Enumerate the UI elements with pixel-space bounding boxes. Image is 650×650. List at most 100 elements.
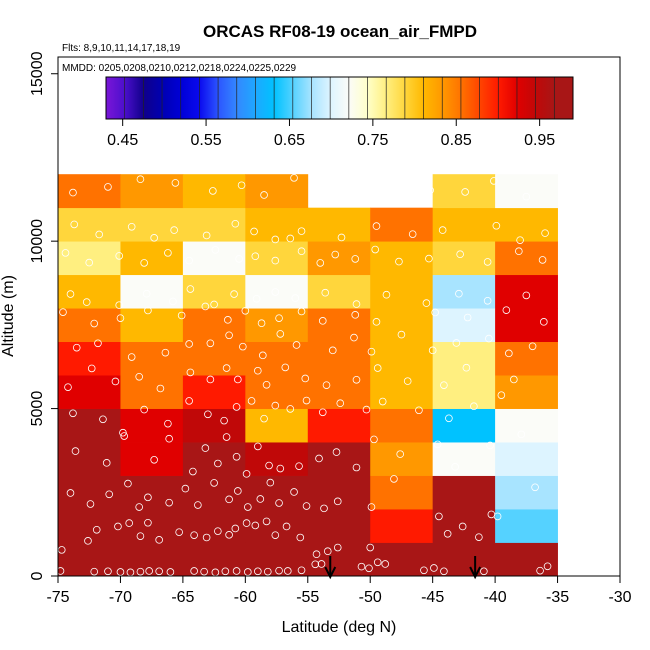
observation-point bbox=[251, 252, 260, 261]
observation-point bbox=[323, 547, 332, 556]
observation-point bbox=[438, 226, 447, 234]
colorbar-segment bbox=[180, 77, 200, 119]
heatmap-cell bbox=[495, 375, 558, 409]
heatmap-cell bbox=[495, 241, 558, 276]
observation-point bbox=[136, 532, 145, 540]
heatmap-cell bbox=[58, 207, 121, 242]
colorbar-segment bbox=[404, 77, 424, 119]
heatmap-cell bbox=[245, 509, 309, 543]
colorbar-segment bbox=[217, 77, 238, 119]
observation-point bbox=[220, 416, 228, 425]
observation-point bbox=[395, 257, 403, 266]
observation-point bbox=[271, 401, 280, 410]
y-tick-label: 10000 bbox=[29, 219, 46, 264]
heatmap-cell bbox=[120, 308, 184, 343]
observation-point bbox=[328, 346, 337, 355]
heatmap-cell bbox=[58, 475, 121, 510]
observation-point bbox=[541, 229, 549, 237]
observation-point bbox=[318, 317, 327, 325]
observation-point bbox=[214, 527, 222, 535]
plot-frame bbox=[57, 56, 621, 577]
observation-point bbox=[105, 490, 114, 499]
heatmap-cell bbox=[370, 442, 434, 476]
observation-point bbox=[150, 456, 158, 464]
observation-point bbox=[224, 316, 232, 324]
observation-point bbox=[458, 522, 467, 531]
x-tick-label: -70 bbox=[109, 589, 132, 606]
observation-point bbox=[291, 294, 300, 302]
observation-point bbox=[381, 560, 390, 568]
observation-point bbox=[275, 314, 283, 322]
observation-point bbox=[201, 444, 210, 452]
heatmap-cell bbox=[307, 308, 371, 343]
observation-point bbox=[515, 247, 523, 256]
observation-point bbox=[69, 188, 77, 197]
colorbar-segment bbox=[479, 77, 499, 119]
observation-point bbox=[250, 227, 258, 236]
observation-point bbox=[378, 397, 387, 406]
observation-point bbox=[185, 256, 193, 265]
colorbar-segment bbox=[553, 77, 574, 119]
observation-point bbox=[420, 566, 428, 575]
observation-point bbox=[95, 230, 104, 239]
observation-point bbox=[271, 235, 280, 244]
colorbar-segment bbox=[385, 77, 406, 119]
heatmap-cell bbox=[370, 308, 434, 343]
observation-point bbox=[200, 567, 208, 576]
observation-point bbox=[92, 525, 101, 534]
colorbar-tick-label: 0.95 bbox=[524, 132, 555, 149]
observation-point bbox=[286, 405, 295, 413]
colorbar-segment bbox=[460, 77, 480, 119]
heatmap-cell bbox=[120, 475, 184, 510]
observation-point bbox=[540, 318, 548, 326]
observation-point bbox=[256, 495, 265, 503]
observation-point bbox=[313, 193, 322, 202]
observation-point bbox=[452, 339, 461, 347]
observation-point bbox=[242, 470, 251, 478]
heatmap-cell bbox=[432, 408, 496, 443]
observation-point bbox=[271, 256, 280, 265]
heatmap-cell bbox=[307, 475, 371, 510]
observation-point bbox=[480, 567, 488, 576]
heatmap-cell bbox=[432, 509, 496, 543]
colorbar: 0.45 0.55 0.65 0.75 0.85 0.95 bbox=[105, 76, 574, 149]
x-tick-label: -75 bbox=[46, 589, 69, 606]
heatmap-cell bbox=[182, 274, 246, 309]
colorbar-tick-label: 0.55 bbox=[191, 132, 222, 149]
observation-point bbox=[290, 488, 298, 496]
y-tick-label: 0 bbox=[29, 571, 46, 580]
flights-note: Flts: 8,9,10,11,14,17,18,19 bbox=[62, 43, 181, 54]
observation-point bbox=[111, 377, 120, 386]
observation-point bbox=[190, 567, 198, 575]
heatmap-cell bbox=[307, 442, 371, 476]
heatmap-cell bbox=[245, 475, 309, 510]
heatmap-cell bbox=[245, 408, 309, 443]
heatmap-cell bbox=[432, 442, 496, 476]
observation-point bbox=[114, 522, 122, 531]
observation-point bbox=[426, 186, 434, 195]
observation-point bbox=[276, 464, 285, 473]
observation-point bbox=[135, 503, 143, 511]
heatmap-cell bbox=[120, 542, 184, 577]
observation-point bbox=[397, 330, 406, 339]
observation-point bbox=[445, 414, 453, 423]
observation-point bbox=[320, 504, 328, 513]
heatmap-cell bbox=[307, 207, 371, 242]
observation-point bbox=[244, 568, 252, 576]
observation-point bbox=[396, 450, 404, 458]
heatmap-cell bbox=[307, 341, 371, 376]
observation-point bbox=[455, 289, 463, 298]
observation-point bbox=[104, 183, 112, 191]
colorbar-frame bbox=[105, 76, 574, 120]
observation-point bbox=[373, 558, 382, 567]
observation-point bbox=[262, 381, 271, 389]
observation-point bbox=[84, 537, 92, 545]
observation-point bbox=[164, 419, 172, 428]
x-tick-label: -60 bbox=[234, 589, 257, 606]
observation-point bbox=[292, 341, 301, 349]
observation-point bbox=[116, 314, 125, 322]
heatmap-cell bbox=[432, 174, 496, 209]
heatmap-cell bbox=[58, 341, 121, 376]
observation-point bbox=[351, 311, 360, 319]
observation-point bbox=[166, 568, 175, 576]
